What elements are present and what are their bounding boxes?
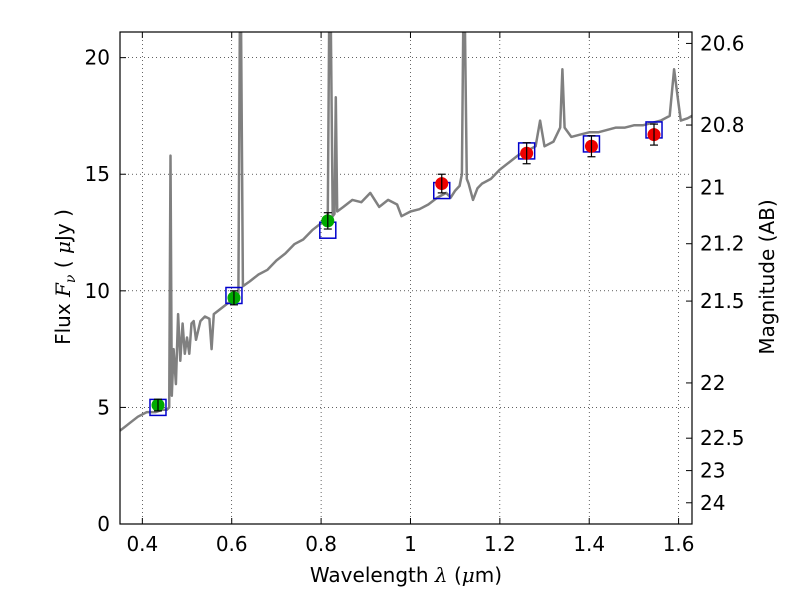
x-tick-label: 1.4: [573, 532, 605, 556]
x-tick-label: 0.8: [305, 532, 337, 556]
spectrum-line: [120, 32, 692, 432]
y-tick-label: 10: [85, 279, 110, 303]
x-tick-label: 1.6: [663, 532, 695, 556]
y2-tick-label: 21.2: [700, 232, 745, 256]
x-tick-label: 1.2: [484, 532, 516, 556]
y-tick-label: 20: [85, 46, 110, 70]
x-axis: 0.4 0.6 0.8 1 1.2 1.4 1.6: [126, 32, 695, 556]
y2-axis-title: Magnitude (AB): [755, 199, 779, 354]
model-spectrum: [120, 32, 692, 432]
y2-tick-label: 24: [700, 491, 725, 515]
data-points: [149, 121, 663, 417]
grid: [120, 32, 692, 525]
y2-tick-label: 22: [700, 371, 725, 395]
y-axis: 0 5 10 15 20: [85, 46, 126, 536]
x-tick-label: 0.4: [126, 532, 158, 556]
plot-frame: [119, 31, 693, 525]
y2-tick-label: 20.6: [700, 31, 745, 55]
y2-tick-label: 21.5: [700, 289, 745, 313]
y2-tick-label: 20.8: [700, 113, 745, 137]
x-tick-label: 1: [404, 532, 417, 556]
y2-tick-label: 21: [700, 175, 725, 199]
y-tick-label: 0: [97, 512, 110, 536]
x-axis-title: Wavelength λ (μm): [310, 563, 502, 587]
x-tick-label: 0.6: [216, 532, 248, 556]
y-tick-label: 15: [85, 162, 110, 186]
y-tick-label: 5: [97, 395, 110, 419]
y2-axis-magnitude: 20.6 20.8 21 21.2 21.5 22 22.5 23 24: [686, 31, 745, 515]
y-axis-title: Flux Fν ( μJy ): [51, 209, 79, 345]
y2-tick-label: 23: [700, 459, 725, 483]
y2-tick-label: 22.5: [700, 426, 745, 450]
